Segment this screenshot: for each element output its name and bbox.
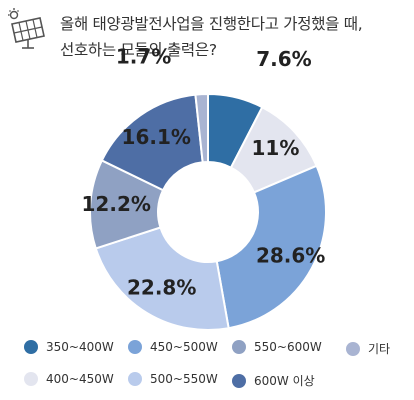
legend-swatch	[232, 373, 246, 388]
data-label-550-600w: 12.2%	[82, 192, 151, 216]
legend-item-550-600w: 550~600W	[232, 340, 322, 354]
solar-panel-icon	[8, 8, 45, 49]
legend-swatch	[346, 341, 360, 356]
legend-swatch	[128, 340, 142, 354]
donut-chart-svg: 7.6% 11% 28.6% 22.8% 12.2% 16.1% 1.7%	[82, 45, 327, 331]
legend-label: 350~400W	[46, 340, 114, 354]
legend-label: 500~550W	[150, 372, 218, 386]
slice-other	[194, 92, 209, 164]
legend-item-500-550w: 500~550W	[128, 372, 218, 386]
chart-header: 올해 태양광발전사업을 진행한다고 가정했을 때, 선호하는 모듈의 출력은?	[0, 0, 414, 72]
legend-label: 400~450W	[46, 372, 114, 386]
legend-label: 550~600W	[254, 340, 322, 354]
legend-item-350-400w: 350~400W	[24, 340, 114, 354]
slice-500-550w	[94, 226, 230, 331]
data-label-350-400w: 7.6%	[256, 47, 311, 71]
slice-600w	[100, 93, 204, 192]
legend-item-450-500w: 450~500W	[128, 340, 218, 354]
legend-item-other: 기타	[346, 340, 390, 357]
legend-label: 600W 이상	[254, 374, 315, 388]
chart-legend: 350~400W 450~500W 550~600W 기타 400~450W 5…	[24, 340, 414, 400]
chart-title-line-1: 올해 태양광발전사업을 진행한다고 가정했을 때,	[60, 15, 363, 33]
legend-item-600w-plus: 600W 이상	[232, 372, 315, 389]
data-label-600w: 16.1%	[122, 125, 191, 149]
donut-chart: 7.6% 11% 28.6% 22.8% 12.2% 16.1% 1.7%	[82, 45, 327, 331]
legend-swatch	[128, 372, 142, 386]
legend-item-400-450w: 400~450W	[24, 372, 114, 386]
data-label-other: 1.7%	[116, 45, 171, 69]
chart-title-line-2: 선호하는 모듈의 출력은?	[60, 41, 217, 59]
legend-swatch	[24, 340, 38, 354]
data-label-450-500w: 28.6%	[256, 243, 325, 267]
legend-swatch	[232, 340, 246, 354]
data-label-400-450w: 11%	[252, 136, 300, 160]
legend-label: 기타	[368, 342, 391, 356]
legend-label: 450~500W	[150, 340, 218, 354]
slice-450-500w	[215, 164, 327, 330]
legend-swatch	[24, 372, 38, 386]
data-label-500-550w: 22.8%	[127, 276, 196, 300]
